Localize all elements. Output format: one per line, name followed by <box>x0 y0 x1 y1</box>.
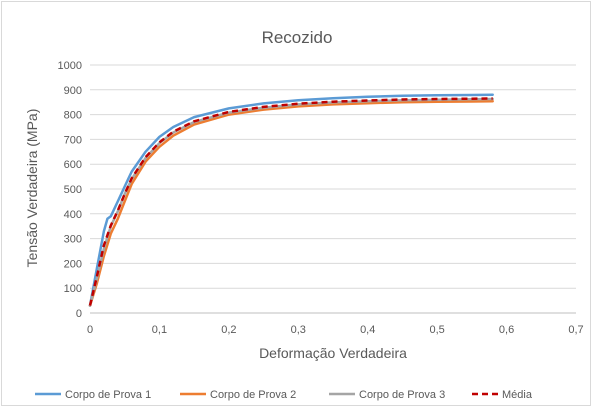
y-tick-label: 300 <box>64 234 82 246</box>
chart-svg: Recozido 0 100 200 300 400 500 600 700 800 900 100… <box>24 28 584 401</box>
gridlines <box>90 64 576 314</box>
x-tick-label: 0,1 <box>152 324 167 336</box>
series-line-corpo-de-prova-2 <box>88 99 494 307</box>
series-line-media <box>88 97 493 306</box>
y-tick-label: 1000 <box>58 60 82 72</box>
y-tick-label: 200 <box>64 258 82 270</box>
x-axis-label: Deformação Verdadeira <box>259 345 407 361</box>
x-tick-label: 0,7 <box>568 324 583 336</box>
legend-item-corpo-de-prova-3: Corpo de Prova 3 <box>329 389 445 401</box>
y-tick-label: 700 <box>64 134 82 146</box>
y-tick-label: 100 <box>64 283 82 295</box>
legend-item-media: Média <box>472 389 533 401</box>
y-tick-label: 500 <box>64 184 82 196</box>
legend: Corpo de Prova 1 Corpo de Prova 2 Corpo de… <box>35 389 533 401</box>
y-tick-label: 800 <box>64 110 82 122</box>
x-tick-label: 0,3 <box>291 324 306 336</box>
x-tick-label: 0 <box>87 324 93 336</box>
x-tick-label: 0,4 <box>360 324 375 336</box>
series-lines <box>88 93 494 307</box>
y-tick-label: 900 <box>64 85 82 97</box>
x-tick-labels: 0 0,1 0,2 0,3 0,4 0,5 0,6 0,7 <box>87 324 584 336</box>
legend-label: Corpo de Prova 2 <box>210 389 296 401</box>
legend-item-corpo-de-prova-1: Corpo de Prova 1 <box>35 389 151 401</box>
legend-item-corpo-de-prova-2: Corpo de Prova 2 <box>180 389 296 401</box>
series-line-corpo-de-prova-1 <box>88 93 494 307</box>
x-tick-label: 0,5 <box>429 324 444 336</box>
y-tick-label: 400 <box>64 209 82 221</box>
legend-label: Média <box>502 389 533 401</box>
x-tick-label: 0,2 <box>221 324 236 336</box>
series-line-corpo-de-prova-3 <box>88 97 494 307</box>
x-tick-label: 0,6 <box>499 324 514 336</box>
chart-frame: Recozido 0 100 200 300 400 500 600 700 800 900 100… <box>1 1 591 406</box>
legend-label: Corpo de Prova 3 <box>359 389 445 401</box>
y-tick-label: 0 <box>76 308 82 320</box>
chart-title: Recozido <box>262 28 333 47</box>
legend-label: Corpo de Prova 1 <box>65 389 151 401</box>
y-tick-labels: 0 100 200 300 400 500 600 700 800 900 1000 <box>58 60 82 320</box>
y-axis-label: Tensão Verdadeira (MPa) <box>24 109 40 268</box>
y-tick-label: 600 <box>64 159 82 171</box>
